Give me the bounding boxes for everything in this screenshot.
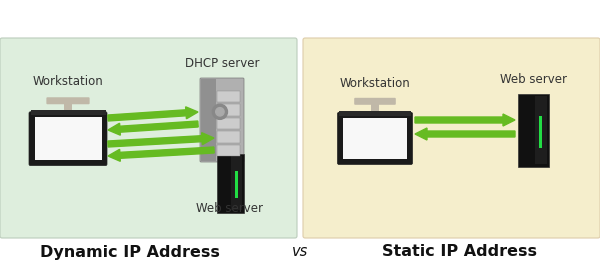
Polygon shape bbox=[415, 114, 515, 126]
FancyBboxPatch shape bbox=[232, 156, 242, 210]
Text: DHCP server: DHCP server bbox=[185, 57, 259, 70]
FancyBboxPatch shape bbox=[517, 94, 548, 166]
FancyBboxPatch shape bbox=[337, 112, 413, 165]
Polygon shape bbox=[108, 107, 198, 121]
FancyBboxPatch shape bbox=[539, 116, 542, 148]
Polygon shape bbox=[415, 128, 515, 140]
FancyBboxPatch shape bbox=[303, 38, 600, 238]
FancyBboxPatch shape bbox=[46, 97, 89, 104]
FancyBboxPatch shape bbox=[201, 79, 216, 161]
Polygon shape bbox=[108, 147, 214, 161]
FancyBboxPatch shape bbox=[343, 118, 407, 159]
Text: Workstation: Workstation bbox=[340, 77, 410, 90]
Text: vs: vs bbox=[292, 244, 308, 259]
FancyBboxPatch shape bbox=[339, 111, 411, 116]
FancyBboxPatch shape bbox=[354, 98, 396, 105]
FancyBboxPatch shape bbox=[200, 78, 244, 162]
FancyBboxPatch shape bbox=[29, 112, 107, 166]
Text: Dynamic IP Address: Dynamic IP Address bbox=[40, 244, 220, 259]
FancyBboxPatch shape bbox=[217, 145, 240, 156]
FancyBboxPatch shape bbox=[31, 110, 106, 115]
FancyBboxPatch shape bbox=[35, 117, 101, 160]
FancyBboxPatch shape bbox=[235, 172, 238, 198]
Circle shape bbox=[212, 104, 227, 119]
FancyBboxPatch shape bbox=[64, 101, 72, 111]
FancyBboxPatch shape bbox=[535, 96, 547, 164]
Polygon shape bbox=[108, 121, 198, 135]
FancyBboxPatch shape bbox=[217, 118, 240, 129]
Text: Web server: Web server bbox=[197, 202, 263, 215]
FancyBboxPatch shape bbox=[0, 38, 297, 238]
FancyBboxPatch shape bbox=[217, 91, 240, 102]
Text: Workstation: Workstation bbox=[32, 75, 103, 88]
Circle shape bbox=[216, 107, 224, 116]
FancyBboxPatch shape bbox=[217, 105, 240, 116]
FancyBboxPatch shape bbox=[371, 102, 379, 112]
FancyBboxPatch shape bbox=[217, 131, 240, 143]
Text: Web server: Web server bbox=[499, 73, 566, 86]
Polygon shape bbox=[108, 133, 214, 147]
FancyBboxPatch shape bbox=[217, 154, 244, 213]
Text: Static IP Address: Static IP Address bbox=[383, 244, 538, 259]
